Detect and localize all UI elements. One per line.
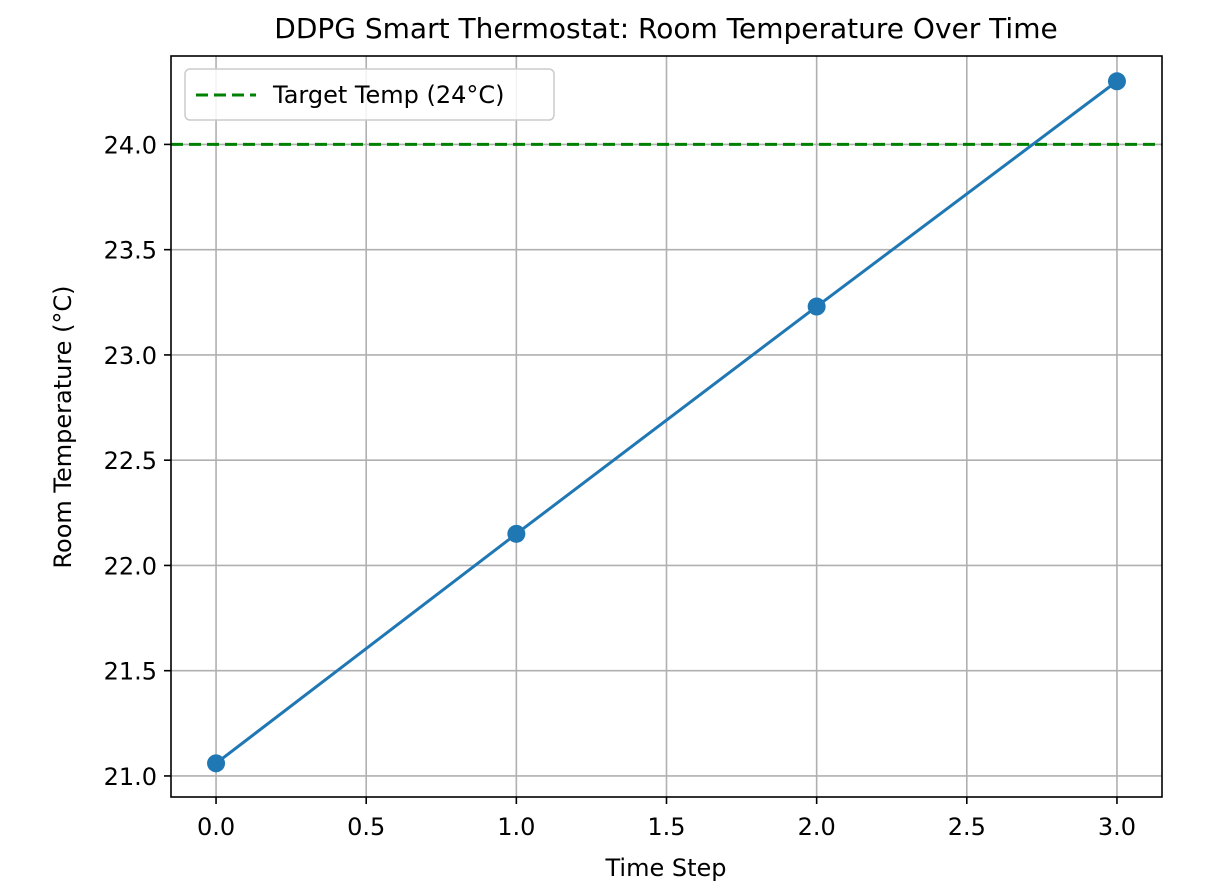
chart-title: DDPG Smart Thermostat: Room Temperature … bbox=[274, 12, 1057, 45]
y-tick-label: 23.0 bbox=[104, 342, 157, 370]
x-ticks: 0.0 0.5 1.0 1.5 2.0 2.5 3.0 bbox=[197, 797, 1136, 841]
y-tick-label: 24.0 bbox=[104, 131, 157, 159]
legend-box bbox=[184, 68, 555, 121]
temperature-point bbox=[507, 524, 526, 543]
y-ticks: 21.0 21.5 22.0 22.5 23.0 23.5 24.0 bbox=[104, 131, 171, 791]
x-tick-label: 2.5 bbox=[948, 813, 986, 841]
y-tick-label: 21.0 bbox=[104, 763, 157, 791]
y-axis-label: Room Temperature (°C) bbox=[49, 285, 77, 568]
temperature-line bbox=[215, 80, 1118, 765]
x-tick-label: 0.0 bbox=[197, 813, 235, 841]
temperature-point bbox=[807, 297, 826, 316]
x-tick-label: 1.5 bbox=[647, 813, 685, 841]
legend: Target Temp (24°C) bbox=[184, 68, 555, 121]
y-tick-label: 22.5 bbox=[104, 447, 157, 475]
y-tick-label: 22.0 bbox=[104, 552, 157, 580]
x-tick-label: 0.5 bbox=[347, 813, 385, 841]
x-tick-label: 2.0 bbox=[798, 813, 836, 841]
temperature-point bbox=[1107, 72, 1126, 91]
series bbox=[207, 72, 1126, 773]
temperature-point bbox=[207, 754, 226, 773]
y-tick-label: 23.5 bbox=[104, 237, 157, 265]
x-axis-label: Time Step bbox=[604, 854, 726, 882]
y-tick-label: 21.5 bbox=[104, 658, 157, 686]
x-tick-label: 3.0 bbox=[1098, 813, 1136, 841]
legend-label-target: Target Temp (24°C) bbox=[272, 81, 505, 109]
x-tick-label: 1.0 bbox=[497, 813, 535, 841]
